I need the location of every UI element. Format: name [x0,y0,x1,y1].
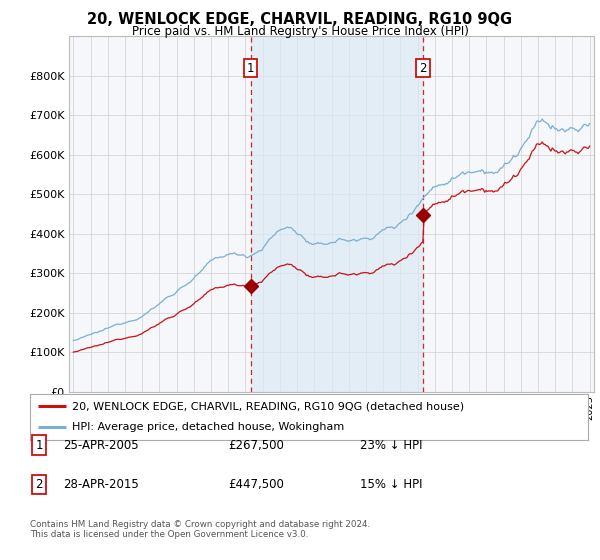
Text: Contains HM Land Registry data © Crown copyright and database right 2024.
This d: Contains HM Land Registry data © Crown c… [30,520,370,539]
Text: 2: 2 [35,478,43,491]
Text: 15% ↓ HPI: 15% ↓ HPI [360,478,422,491]
Text: 1: 1 [35,438,43,452]
Text: £447,500: £447,500 [228,478,284,491]
Text: Price paid vs. HM Land Registry's House Price Index (HPI): Price paid vs. HM Land Registry's House … [131,25,469,38]
Text: 1: 1 [247,62,254,74]
Text: 28-APR-2015: 28-APR-2015 [63,478,139,491]
Bar [251,36,423,392]
Text: 25-APR-2005: 25-APR-2005 [63,438,139,452]
Text: 23% ↓ HPI: 23% ↓ HPI [360,438,422,452]
Text: HPI: Average price, detached house, Wokingham: HPI: Average price, detached house, Woki… [72,422,344,432]
Text: £267,500: £267,500 [228,438,284,452]
Text: 20, WENLOCK EDGE, CHARVIL, READING, RG10 9QG: 20, WENLOCK EDGE, CHARVIL, READING, RG10… [88,12,512,27]
Text: 20, WENLOCK EDGE, CHARVIL, READING, RG10 9QG (detached house): 20, WENLOCK EDGE, CHARVIL, READING, RG10… [72,401,464,411]
Text: 2: 2 [419,62,427,74]
